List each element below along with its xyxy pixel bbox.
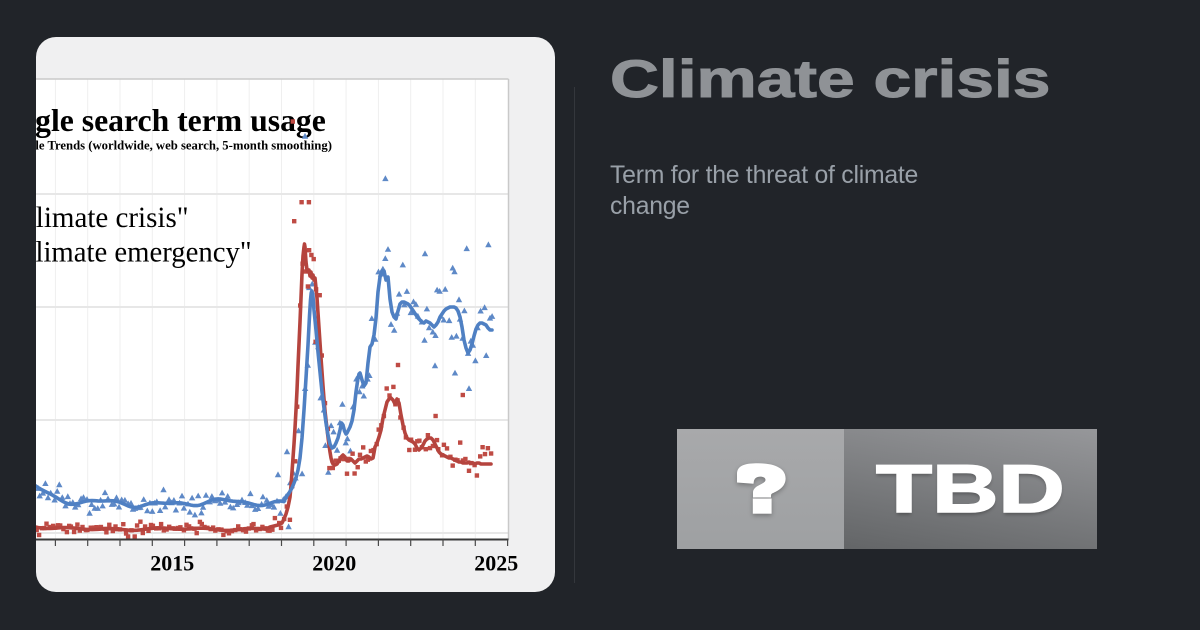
svg-text:2020: 2020 <box>312 550 356 575</box>
svg-text:Google search term usage: Google search term usage <box>36 103 326 138</box>
svg-text:2015: 2015 <box>150 550 194 575</box>
svg-text:"Climate emergency": "Climate emergency" <box>36 235 252 268</box>
svg-text:"Climate crisis": "Climate crisis" <box>36 201 189 234</box>
svg-text:Google Trends (worldwide, web: Google Trends (worldwide, web search, 5-… <box>36 139 332 153</box>
svg-text:2025: 2025 <box>474 550 518 575</box>
